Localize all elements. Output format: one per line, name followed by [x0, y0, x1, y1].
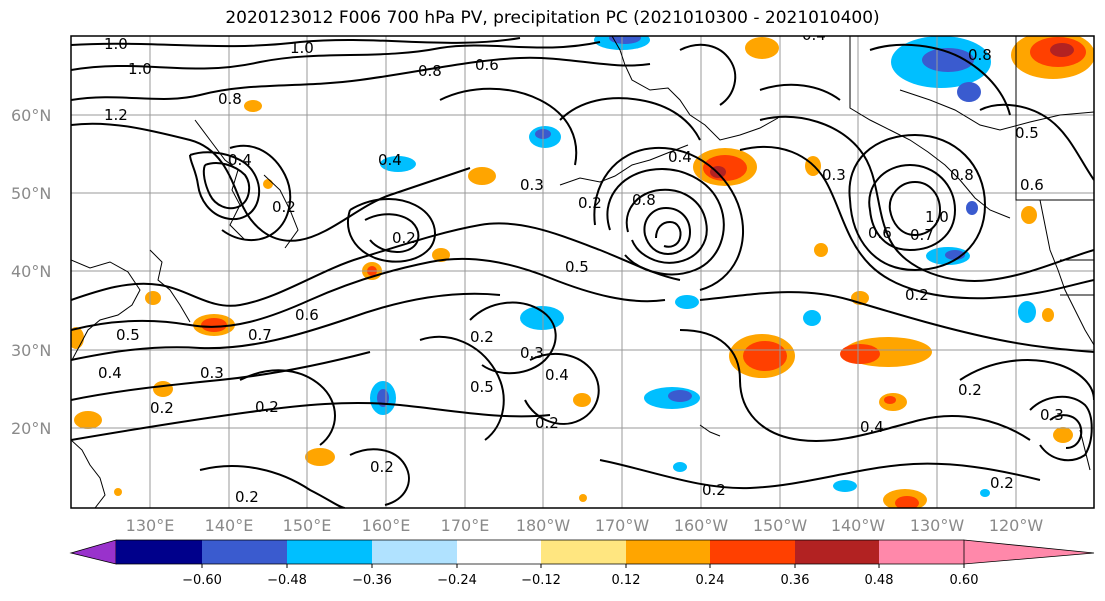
contour-label: 0.2 [370, 458, 394, 476]
lon-label: 130°E [126, 516, 175, 535]
lat-label: 20°N [11, 419, 51, 438]
contour-label: 1.2 [104, 106, 128, 124]
map-panel: 1.0 1.0 1.0 1.2 0.8 0.8 0.6 0.4 0.4 0.2 … [70, 26, 1095, 509]
contour-label: 0.3 [520, 176, 544, 194]
contour-label: 0.6 [1020, 176, 1044, 194]
contour-label: 0.4 [98, 364, 122, 382]
contour-label: 0.2 [702, 481, 726, 499]
colorbar-tick-label: −0.12 [521, 573, 561, 588]
contour-label: 0.4 [668, 148, 692, 166]
colorbar-bin [287, 540, 372, 564]
map-frame [70, 35, 1095, 509]
contour-label: 0.2 [392, 229, 416, 247]
lon-label: 120°W [989, 516, 1044, 535]
contour-label: 0.2 [958, 381, 982, 399]
contour-label: 0.5 [116, 326, 140, 344]
contour-label: 0.3 [520, 344, 544, 362]
contour-label: 0.8 [418, 62, 442, 80]
contour-label: 0.2 [578, 194, 602, 212]
colorbar-bin [710, 540, 795, 564]
contour-label: 0.4 [545, 366, 569, 384]
colorbar-tick-label: 0.36 [781, 573, 810, 588]
colorbar-bin [626, 540, 710, 564]
contour-label: 0.2 [990, 474, 1014, 492]
contour-label: 0.2 [470, 328, 494, 346]
colorbar-bin [541, 540, 626, 564]
contour-label: 0.6 [868, 224, 892, 242]
colorbar-bin [372, 540, 457, 564]
contour-label: 0.7 [248, 326, 272, 344]
colorbar-bin [202, 540, 287, 564]
contour-label: 0.2 [150, 399, 174, 417]
colorbar-bin [457, 540, 541, 564]
colorbar-tick-label: −0.60 [182, 573, 222, 588]
contour-label: 0.5 [565, 258, 589, 276]
colorbar-tick-label: 0.48 [865, 573, 894, 588]
colorbar-bin [795, 540, 879, 564]
contour-label: 0.8 [218, 90, 242, 108]
lon-label: 130°W [910, 516, 965, 535]
lat-label: 50°N [11, 184, 51, 203]
colorbar-tick-label: −0.48 [267, 573, 307, 588]
colorbar-bin [879, 540, 964, 564]
contour-label: 0.2 [905, 286, 929, 304]
lon-label: 150°E [283, 516, 332, 535]
contour-label: 0.4 [802, 26, 826, 44]
contour-label: 0.8 [950, 166, 974, 184]
contour-label: 0.2 [535, 414, 559, 432]
colorbar-bin [116, 540, 202, 564]
contour-label: 0.3 [200, 364, 224, 382]
lat-label: 40°N [11, 262, 51, 281]
lon-label: 150°W [753, 516, 808, 535]
contour-label: 1.0 [290, 39, 314, 57]
lon-label: 180°W [516, 516, 571, 535]
colorbar-tick-label: −0.36 [352, 573, 392, 588]
contour-label: 0.4 [860, 418, 884, 436]
precip-positive [71, 36, 1094, 508]
contour-label: 1.0 [925, 208, 949, 226]
latitude-labels: 60°N 50°N 40°N 30°N 20°N [11, 106, 51, 438]
contour-label: 1.0 [128, 60, 152, 78]
contour-label: 0.5 [470, 378, 494, 396]
colorbar-tick-label: 0.60 [950, 573, 979, 588]
contour-label: 0.8 [632, 191, 656, 209]
contour-label: 0.6 [295, 306, 319, 324]
colorbar-tick-label: 0.24 [696, 573, 725, 588]
contour-label: 0.3 [822, 166, 846, 184]
contour-label: 0.4 [228, 151, 252, 169]
lat-label: 30°N [11, 341, 51, 360]
lon-label: 160°W [674, 516, 729, 535]
colorbar-extend-high [963, 539, 1095, 565]
colorbar: −0.60 −0.48 −0.36 −0.24 −0.12 0.12 0.24 … [69, 539, 1095, 588]
lon-label: 140°W [831, 516, 886, 535]
contour-label: 1.0 [104, 35, 128, 53]
contour-label: 0.2 [235, 488, 259, 506]
precip-shading [71, 36, 1094, 508]
contour-label: 0.4 [378, 151, 402, 169]
contour-label: 0.5 [1015, 124, 1039, 142]
lat-label: 60°N [11, 106, 51, 125]
lon-label: 170°W [595, 516, 650, 535]
pv-contours [71, 37, 1094, 508]
lon-label: 140°E [205, 516, 254, 535]
longitude-labels: 130°E 140°E 150°E 160°E 170°E 180°W 170°… [126, 516, 1044, 535]
contour-label: 0.2 [272, 198, 296, 216]
precip-negative [370, 36, 1036, 497]
contour-label: 0.3 [1040, 406, 1064, 424]
colorbar-tick-label: −0.24 [437, 573, 477, 588]
contour-label: 0.6 [475, 56, 499, 74]
lon-label: 170°E [441, 516, 490, 535]
colorbar-tick-label: 0.12 [612, 573, 641, 588]
contour-label: 0.7 [910, 226, 934, 244]
lon-label: 160°E [362, 516, 411, 535]
map-title: 2020123012 F006 700 hPa PV, precipitatio… [225, 8, 880, 28]
contour-label-group: 1.0 1.0 1.0 1.2 0.8 0.8 0.6 0.4 0.4 0.2 … [98, 26, 1064, 506]
colorbar-extend-low [69, 539, 117, 565]
contour-label: 0.8 [968, 46, 992, 64]
contour-label: 0.2 [255, 398, 279, 416]
